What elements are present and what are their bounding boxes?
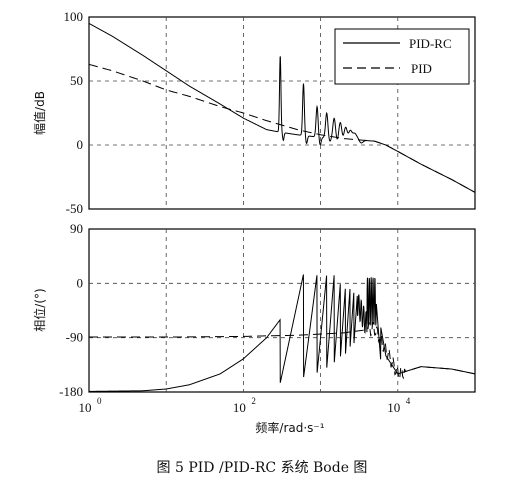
- magnitude-y-tick-label: 50: [70, 73, 83, 88]
- phase-x-tick-label: 10: [387, 400, 400, 415]
- magnitude-curves: [88, 22, 476, 193]
- magnitude-y-tick-label: 0: [77, 137, 84, 152]
- magnitude-y-tick-label: -50: [66, 201, 83, 216]
- phase-y-tick-label: 0: [77, 275, 84, 290]
- phase-x-tick-label: 10: [233, 400, 246, 415]
- phase-plot-frame: [88, 228, 476, 393]
- phase-x-tick-exponent: 2: [251, 396, 256, 406]
- phase-grid: [89, 229, 475, 392]
- phase-y-tick-label: 90: [70, 221, 83, 236]
- phase-x-tick-label: 10: [79, 400, 92, 415]
- magnitude-y-axis-label: 幅值/dB: [32, 91, 47, 135]
- phase-x-ticks: 10 0 10 2 10 4: [79, 396, 411, 415]
- legend: PID-RC PID: [334, 28, 470, 85]
- series-pid-phase: [89, 322, 476, 380]
- magnitude-plot-frame: [88, 16, 476, 210]
- legend-label-pid-rc: PID-RC: [409, 36, 452, 51]
- series-pid-rc-phase: [88, 274, 476, 392]
- phase-y-axis-label: 相位/(°): [32, 288, 47, 331]
- phase-x-tick-exponent: 4: [406, 396, 411, 406]
- phase-curves: [88, 274, 476, 392]
- magnitude-y-tick-label: 100: [64, 9, 84, 24]
- phase-x-tick-exponent: 0: [97, 396, 102, 406]
- legend-box: [334, 28, 470, 85]
- magnitude-panel: 100 50 0 -50 幅值/dB PID-RC PID: [32, 9, 476, 216]
- figure-caption: 图 5 PID /PID-RC 系统 Bode 图: [157, 460, 368, 476]
- phase-y-tick-label: -180: [59, 384, 83, 399]
- series-pid-rc-magnitude: [88, 22, 476, 193]
- phase-y-tick-label: -90: [66, 330, 83, 345]
- legend-label-pid: PID: [411, 61, 432, 76]
- phase-y-ticks: 90 0 -90 -180: [59, 221, 83, 399]
- phase-x-axis-label: 频率/rad·s⁻¹: [255, 420, 324, 435]
- magnitude-y-ticks: 100 50 0 -50: [64, 9, 84, 216]
- phase-panel: 90 0 -90 -180 10 0 10 2 10 4 相位/(°) 频率/rad·s⁻¹: [32, 221, 476, 435]
